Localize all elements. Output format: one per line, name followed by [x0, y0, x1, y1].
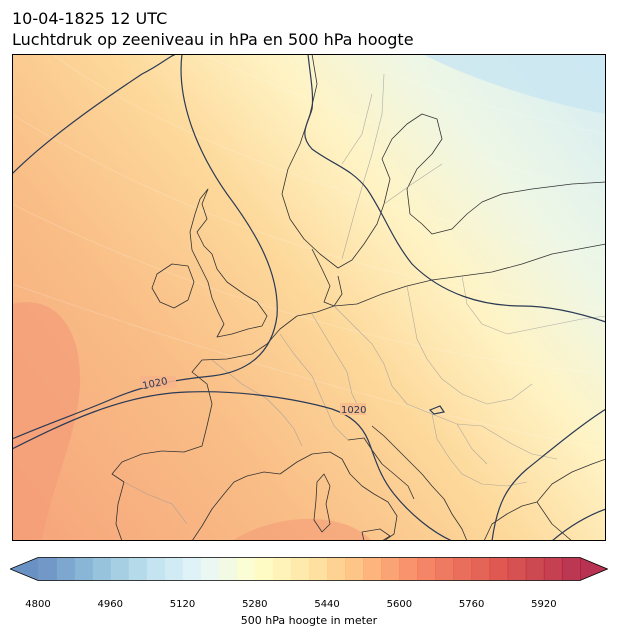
france-west-coast: [161, 343, 268, 453]
colorbar-tick-label: 5920: [531, 599, 557, 610]
warm-core-low-west: [12, 302, 81, 541]
colorbar-cell: [164, 557, 184, 581]
isobar-1020-inner: [12, 54, 278, 440]
ireland-coast: [151, 263, 195, 309]
colorbar-cell: [453, 557, 473, 581]
isobar-small-closed: [428, 405, 445, 415]
colorbar-tick-label: 4960: [97, 599, 123, 610]
colorbar-cell: [92, 557, 111, 581]
height-bands: [12, 54, 606, 450]
colorbar-cell: [399, 557, 418, 581]
colorbar-cell: [254, 557, 274, 581]
isobar-1020-south: [12, 391, 453, 541]
isobar-southeast: [551, 508, 606, 541]
colorbar-label: 500 hPa hoogte in meter: [240, 614, 378, 627]
colorbar-cell: [128, 557, 147, 581]
colorbar-cell: [74, 557, 93, 581]
colorbar-cells: [10, 557, 608, 581]
iberia-coast: [111, 450, 281, 541]
coastlines: [111, 54, 606, 541]
colorbar-cell: [290, 557, 310, 581]
colorbar-cell: [38, 557, 57, 581]
map-datetime: 10-04-1825 12 UTC: [12, 9, 168, 28]
colorbar-cell: [417, 557, 436, 581]
colorbar-tick-label: 5440: [314, 599, 340, 610]
italy-coast: [279, 437, 415, 541]
colorbar-tick-label: 4800: [25, 599, 51, 610]
isobar-label-2: 1020: [341, 405, 366, 416]
isobar-label-1: 1020: [142, 376, 169, 392]
colorbar-cell: [272, 557, 292, 581]
colorbar-cell: [200, 557, 220, 581]
colorbar-cell: [543, 557, 563, 581]
colorbar-cell: [507, 557, 527, 581]
colorbar-cell: [381, 557, 400, 581]
colorbar-cell: [435, 557, 455, 581]
colorbar-tick-label: 5120: [169, 599, 196, 610]
colorbar-extend-low: [10, 557, 38, 581]
isobars: [12, 54, 606, 541]
colorbar-cell: [309, 557, 328, 581]
scandinavia-coast: [281, 54, 606, 269]
colorbar-cell: [363, 557, 382, 581]
north-sea-baltic-coast: [266, 243, 606, 345]
colorbar-extend-high: [580, 557, 608, 581]
colorbar-cell: [471, 557, 491, 581]
colorbar: [10, 557, 608, 581]
colorbar-cell: [146, 557, 165, 581]
colorbar-cell: [561, 557, 581, 581]
colorbar-tick-label: 5600: [386, 599, 413, 610]
sicily-coast: [361, 528, 391, 541]
height-field-background: [12, 54, 606, 541]
warm-area-south: [232, 518, 372, 541]
colorbar-tick-label: 5760: [458, 599, 485, 610]
colorbar-cell: [525, 557, 545, 581]
colorbar-cell: [327, 557, 346, 581]
colorbar-outline: [10, 557, 608, 581]
weather-map: 1020 1020: [12, 54, 606, 541]
colorbar-cell: [345, 557, 364, 581]
colorbar-cell: [218, 557, 238, 581]
country-borders: [123, 73, 606, 525]
colorbar-cell: [236, 557, 256, 581]
corsica-sardinia-coast: [313, 473, 331, 533]
colorbar-cell: [489, 557, 509, 581]
isobar-northeast: [304, 54, 606, 323]
isobar-1020-west: [12, 54, 178, 175]
map-subtitle: Luchtdruk op zeeniveau in hPa en 500 hPa…: [12, 30, 414, 49]
cold-area-northeast: [422, 54, 606, 114]
denmark-coast: [311, 248, 343, 307]
isobar-east: [491, 408, 606, 541]
map-frame: [12, 54, 606, 541]
colorbar-tick-label: 5280: [242, 599, 268, 610]
colorbar-cell: [110, 557, 129, 581]
colorbar-cell: [56, 557, 75, 581]
black-sea-coast: [536, 458, 606, 541]
great-britain-coast: [189, 188, 268, 338]
colorbar-cell: [182, 557, 202, 581]
balkan-coast: [371, 425, 538, 541]
